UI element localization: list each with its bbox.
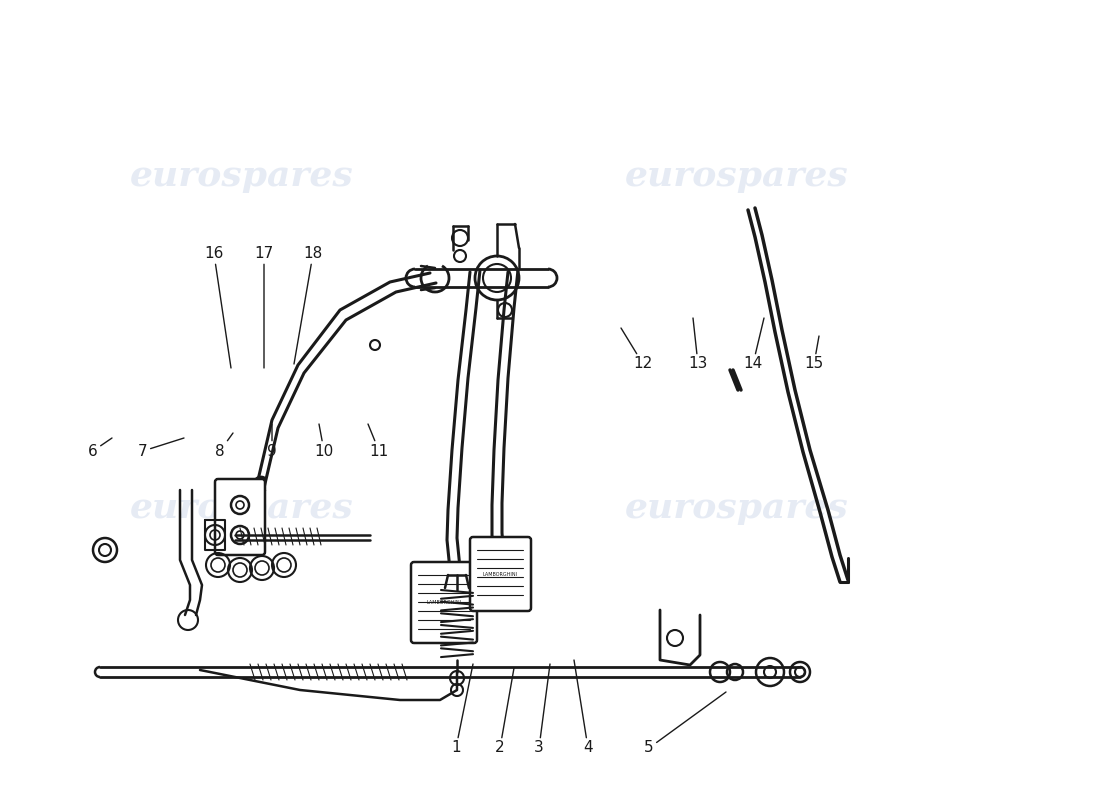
Text: 13: 13: [689, 318, 707, 371]
Text: eurospares: eurospares: [625, 491, 849, 525]
Text: 2: 2: [495, 668, 514, 755]
FancyBboxPatch shape: [470, 537, 531, 611]
Text: 3: 3: [535, 664, 550, 755]
Text: 12: 12: [621, 328, 652, 371]
Text: 1: 1: [451, 664, 473, 755]
Text: 7: 7: [139, 438, 184, 458]
Text: eurospares: eurospares: [130, 159, 354, 193]
Text: 14: 14: [744, 318, 764, 371]
Text: 10: 10: [315, 424, 333, 458]
Text: LAMBORGHINI: LAMBORGHINI: [483, 571, 518, 577]
Text: 17: 17: [254, 246, 274, 368]
Text: 15: 15: [804, 336, 824, 371]
Text: 18: 18: [294, 246, 322, 364]
Text: 6: 6: [88, 438, 112, 458]
FancyBboxPatch shape: [411, 562, 477, 643]
Text: eurospares: eurospares: [130, 491, 354, 525]
Text: 8: 8: [216, 433, 233, 458]
Text: eurospares: eurospares: [625, 159, 849, 193]
Text: 16: 16: [205, 246, 231, 368]
Text: LAMBORGHINI: LAMBORGHINI: [427, 599, 462, 605]
Text: 4: 4: [574, 660, 593, 755]
Text: 11: 11: [368, 424, 388, 458]
Text: 9: 9: [267, 424, 277, 458]
Text: 5: 5: [645, 692, 726, 755]
FancyBboxPatch shape: [214, 479, 265, 555]
